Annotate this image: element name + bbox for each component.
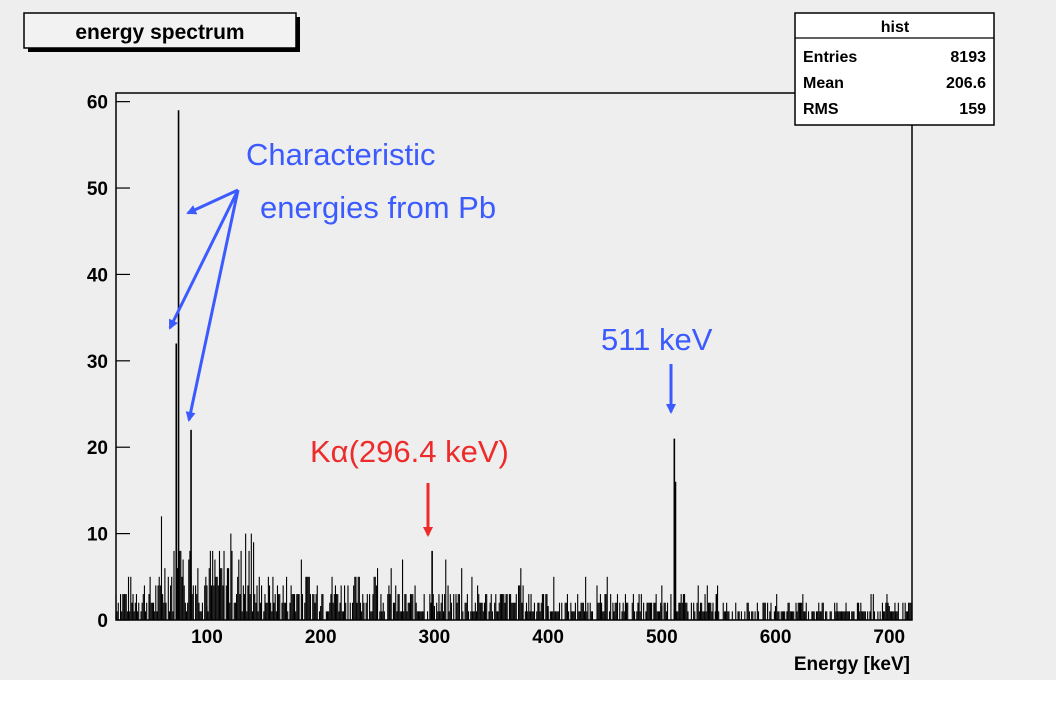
y-tick-label: 40	[87, 265, 108, 286]
y-tick-label: 20	[87, 438, 108, 459]
stats-entries-label: Entries	[803, 49, 857, 66]
stats-title: hist	[881, 19, 910, 36]
y-tick-label: 0	[97, 611, 108, 632]
annotation-characteristic: Characteristic	[246, 137, 436, 172]
axes: 0 10 20 30 40 50 60 100 200 300 400 500 600 700	[87, 93, 905, 648]
y-tick-label: 50	[87, 179, 108, 200]
chart-title: energy spectrum	[75, 21, 244, 44]
y-tick-label: 10	[87, 525, 108, 546]
x-tick-label: 100	[191, 627, 223, 648]
stats-mean-value: 206.6	[946, 75, 986, 92]
y-tick-label: 30	[87, 352, 108, 373]
histogram-bars	[115, 110, 912, 620]
stats-rms-label: RMS	[803, 101, 839, 118]
x-tick-label: 500	[646, 627, 678, 648]
y-tick-label: 60	[87, 93, 108, 114]
annotation-k-alpha: Kα(296.4 keV)	[310, 434, 509, 469]
x-tick-label: 600	[760, 627, 792, 648]
plot-frame	[115, 92, 913, 621]
stats-rms-value: 159	[959, 101, 986, 118]
title-box: energy spectrum	[23, 12, 300, 52]
stats-entries-value: 8193	[950, 49, 986, 66]
annotation-511-kev: 511 keV	[601, 322, 713, 357]
x-tick-label: 200	[305, 627, 337, 648]
arrow-pb-2	[168, 189, 240, 330]
x-tick-label: 400	[532, 627, 564, 648]
x-tick-label: 700	[873, 627, 905, 648]
pb-arrows	[168, 188, 240, 422]
stats-box: hist Entries 8193 Mean 206.6 RMS 159	[794, 12, 995, 126]
x-tick-label: 300	[419, 627, 451, 648]
stats-mean-label: Mean	[803, 75, 844, 92]
annotation-energies-from-pb: energies from Pb	[260, 190, 496, 225]
arrow-pb-3	[185, 189, 240, 422]
page-background	[0, 680, 1056, 707]
arrow-pb-1	[186, 188, 239, 215]
x-axis-label: Energy [keV]	[794, 654, 910, 675]
